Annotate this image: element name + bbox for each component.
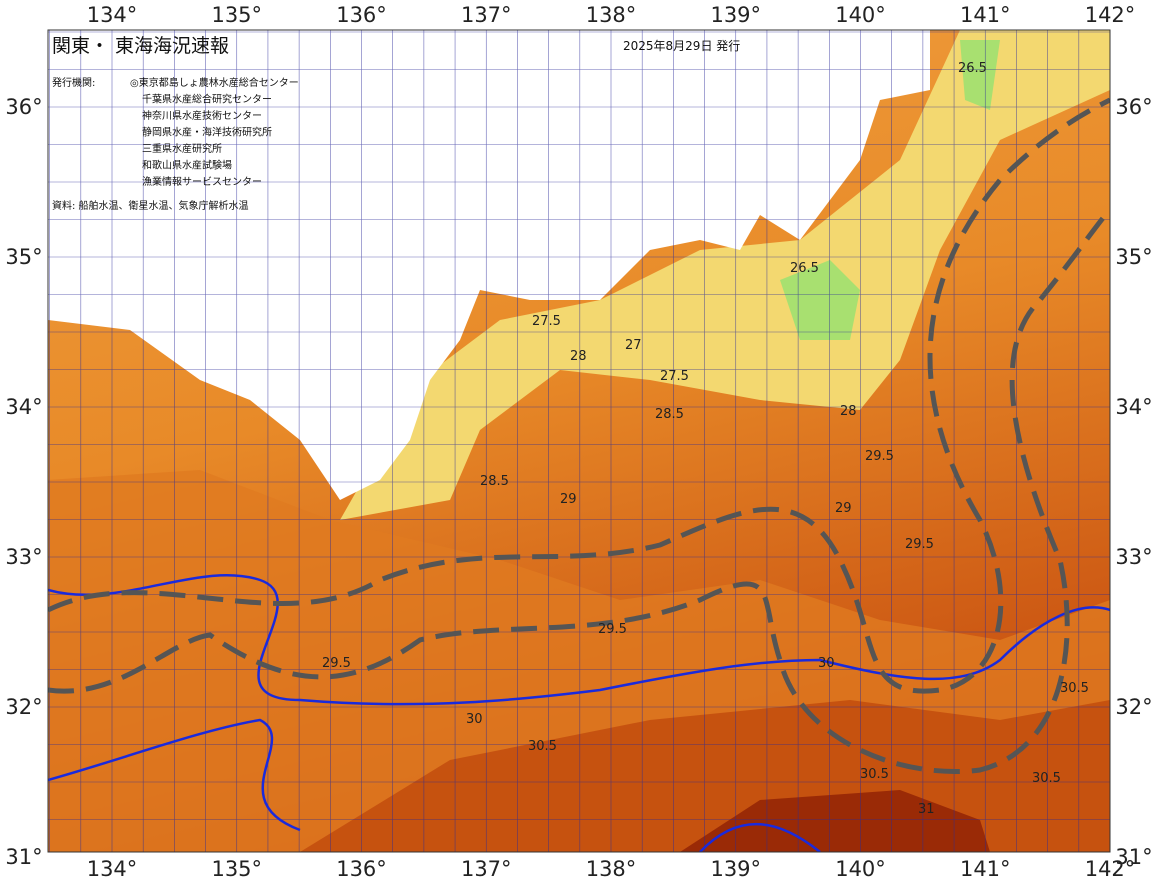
contour-label: 31 (918, 802, 935, 817)
longitude-label: 138° (586, 857, 637, 881)
longitude-label: 137° (461, 857, 512, 881)
contour-labels: 26.5 26.5 27.5 27 27.5 28 28.5 28 29 29.… (322, 61, 1089, 817)
contour-label: 29 (835, 501, 852, 516)
contour-label: 28.5 (480, 474, 509, 489)
latitude-label: 31° (5, 845, 42, 869)
title: 関東・ 東海海況速報 (52, 35, 229, 57)
issuer-name: 三重県水産研究所 (142, 142, 222, 155)
source: 資料: 船舶水温、衛星水温、気象庁解析水温 (52, 199, 249, 212)
contour-label: 29.5 (322, 656, 351, 671)
contour-label: 29 (560, 492, 577, 507)
latitude-label: 32° (1115, 695, 1152, 719)
longitude-label: 137° (461, 3, 512, 27)
latitude-label: 32° (5, 695, 42, 719)
latitude-label: 33° (5, 545, 42, 569)
contour-label: 30.5 (1060, 681, 1089, 696)
issuer-label: 発行機関: (52, 76, 95, 89)
issuer-name: 神奈川県水産技術センター (142, 109, 262, 122)
longitude-label: 135° (211, 857, 262, 881)
contour-label: 30.5 (1032, 771, 1061, 786)
contour-label: 28 (570, 349, 587, 364)
latitude-label: 36° (1115, 95, 1152, 119)
longitude-label: 134° (87, 3, 138, 27)
warm-core (680, 790, 990, 852)
longitude-label: 140° (835, 857, 886, 881)
longitude-label: 136° (336, 3, 387, 27)
issue-date: 2025年8月29日 発行 (623, 39, 740, 53)
contour-label: 27 (625, 338, 642, 353)
longitude-label: 142° (1085, 3, 1136, 27)
latitude-label: 34° (5, 395, 42, 419)
longitude-label: 140° (835, 3, 886, 27)
longitude-label: 136° (336, 857, 387, 881)
latitude-label: 31° (1115, 845, 1152, 869)
longitude-label: 134° (87, 857, 138, 881)
longitude-label: 141° (960, 857, 1011, 881)
isotherm-30 (48, 573, 1110, 852)
contour-label: 29.5 (905, 537, 934, 552)
contour-label: 28.5 (655, 407, 684, 422)
land (48, 30, 930, 500)
contour-label: 26.5 (790, 261, 819, 276)
issuer-name: 漁業情報サービスセンター (142, 175, 262, 188)
contour-label: 28 (840, 404, 857, 419)
issuer-name: 和歌山県水産試験場 (142, 159, 232, 172)
contour-label: 27.5 (660, 369, 689, 384)
coastal-water (340, 30, 1110, 520)
contour-label: 29.5 (598, 622, 627, 637)
issuer-name: ◎東京都島しょ農林水産総合センター (130, 76, 299, 89)
contour-label: 27.5 (532, 314, 561, 329)
longitude-label: 141° (960, 3, 1011, 27)
map-area: 26.5 26.5 27.5 27 27.5 28 28.5 28 29 29.… (48, 30, 1110, 852)
contour-label: 30.5 (860, 767, 889, 782)
longitude-label: 135° (211, 3, 262, 27)
grid (48, 30, 1110, 852)
latitude-label: 33° (1115, 545, 1152, 569)
contour-label: 26.5 (958, 61, 987, 76)
kuroshio-axis (48, 97, 1110, 774)
map-frame (47, 29, 1111, 853)
contour-label: 29.5 (865, 449, 894, 464)
longitude-label: 139° (710, 857, 761, 881)
info-panel: 関東・ 東海海況速報 2025年8月29日 発行 発行機関: ◎東京都島しょ農林… (52, 35, 740, 212)
latitude-label: 34° (1115, 395, 1152, 419)
issuer-list: ◎東京都島しょ農林水産総合センター千葉県水産総合研究センター神奈川県水産技術セン… (130, 76, 299, 188)
longitude-label: 138° (586, 3, 637, 27)
latitude-label: 36° (5, 95, 42, 119)
latitude-label: 35° (1115, 245, 1152, 269)
axis-labels: 134° 134° 135° 135° 136° 136° 137° 137° 138° 138°… (5, 3, 1152, 881)
contour-label: 30.5 (528, 739, 557, 754)
contour-label: 30 (466, 712, 483, 727)
issuer-name: 千葉県水産総合研究センター (142, 93, 272, 106)
cool-water (780, 40, 1000, 340)
longitude-label: 142° (1085, 857, 1136, 881)
issuer-name: 静岡県水産・海洋技術研究所 (142, 126, 272, 139)
longitude-label: 139° (710, 3, 761, 27)
latitude-label: 35° (5, 245, 42, 269)
contour-label: 30 (818, 656, 835, 671)
